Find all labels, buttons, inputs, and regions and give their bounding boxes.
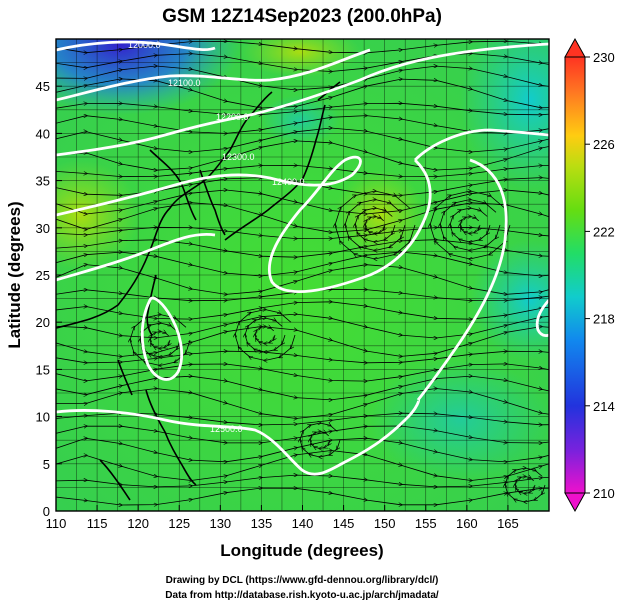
x-tick-label: 145 (333, 516, 355, 531)
streamline (56, 488, 549, 505)
x-tick-label: 165 (497, 516, 519, 531)
y-tick-label: 20 (36, 315, 50, 330)
y-tick-label: 5 (43, 457, 50, 472)
map-title: GSM 12Z14Sep2023 (200.0hPa) (162, 6, 442, 27)
colorbar-tick-label: 222 (593, 224, 615, 239)
contour-label-12300: 12300.0 (222, 152, 255, 162)
contour-label-12200: 12200.0 (216, 112, 249, 122)
contour-12300 (56, 155, 432, 294)
x-tick-label: 130 (209, 516, 231, 531)
y-axis-label: Latitude (degrees) (5, 201, 24, 348)
contour-12100 (56, 48, 371, 102)
streamline-swirl (300, 423, 341, 457)
lat-lon-grid (56, 39, 549, 511)
colorbar: 210 214 218 222 226 230 (564, 37, 615, 513)
colorbar-tick-label: 218 (593, 312, 615, 327)
x-tick-label: 135 (251, 516, 273, 531)
credit-drawing: Drawing by DCL (https://www.gfd-dennou.o… (166, 575, 439, 586)
colorbar-max-arrow (564, 37, 586, 58)
streamline-swirl (505, 468, 546, 502)
plot-area: 12000.0 12100.0 12200.0 12300.0 12400.0 … (56, 39, 549, 511)
cool-region-south (370, 360, 549, 480)
x-tick-label: 140 (292, 516, 314, 531)
streamline (56, 41, 549, 53)
y-tick-label: 15 (36, 362, 50, 377)
streamline (56, 103, 549, 115)
x-axis-label: Longitude (degrees) (220, 541, 383, 560)
contour-12500 (56, 398, 421, 476)
credit-data: Data from http://database.rish.kyoto-u.a… (165, 590, 439, 601)
x-tick-label: 155 (415, 516, 437, 531)
streamline-swirl (335, 191, 416, 259)
contour-label-12100: 12100.0 (168, 78, 201, 88)
contour-label-12000: 12000.0 (128, 40, 161, 50)
contour-label-12400: 12400.0 (272, 177, 305, 187)
x-tick-label: 120 (127, 516, 149, 531)
contour-label-12500: 12500.0 (210, 424, 243, 434)
x-tick-label: 110 (46, 516, 67, 531)
contour-12200 (56, 42, 549, 157)
contour-labels: 12000.0 12100.0 12200.0 12300.0 12400.0 … (128, 40, 305, 434)
x-axis-ticks: 110 115 120 125 130 135 140 145 150 155 160 165 (46, 505, 519, 531)
y-tick-label: 0 (43, 504, 50, 519)
contour-12400-east (414, 128, 549, 161)
x-tick-label: 125 (168, 516, 190, 531)
contour-12400 (416, 158, 508, 401)
y-tick-label: 40 (36, 126, 50, 141)
y-tick-label: 30 (36, 221, 50, 236)
streamline-swirl (130, 315, 191, 366)
colorbar-tick-label: 230 (593, 50, 615, 65)
colorbar-min-arrow (564, 492, 586, 513)
y-axis-ticks: 0 5 10 15 20 25 30 35 40 45 (36, 79, 62, 519)
x-tick-label: 150 (374, 516, 396, 531)
streamline-swirl (235, 310, 296, 361)
colorbar-tick-label: 226 (593, 137, 615, 152)
streamline-swirl (430, 191, 511, 259)
y-tick-label: 10 (36, 410, 50, 425)
y-tick-label: 35 (36, 174, 50, 189)
contour-12300-west (56, 232, 216, 282)
colorbar-tick-label: 214 (593, 399, 615, 414)
y-tick-label: 45 (36, 79, 50, 94)
colorbar-ticks: 210 214 218 222 226 230 (585, 50, 615, 501)
y-tick-label: 25 (36, 268, 50, 283)
contour-12500-closed (140, 296, 184, 381)
x-tick-label: 160 (456, 516, 478, 531)
x-tick-label: 115 (87, 516, 108, 531)
colorbar-scale (564, 56, 586, 494)
contour-east-edge (535, 299, 549, 337)
contour-12000 (56, 40, 216, 52)
streamline (56, 475, 549, 487)
colorbar-tick-label: 210 (593, 486, 615, 501)
height-contours (56, 40, 549, 476)
